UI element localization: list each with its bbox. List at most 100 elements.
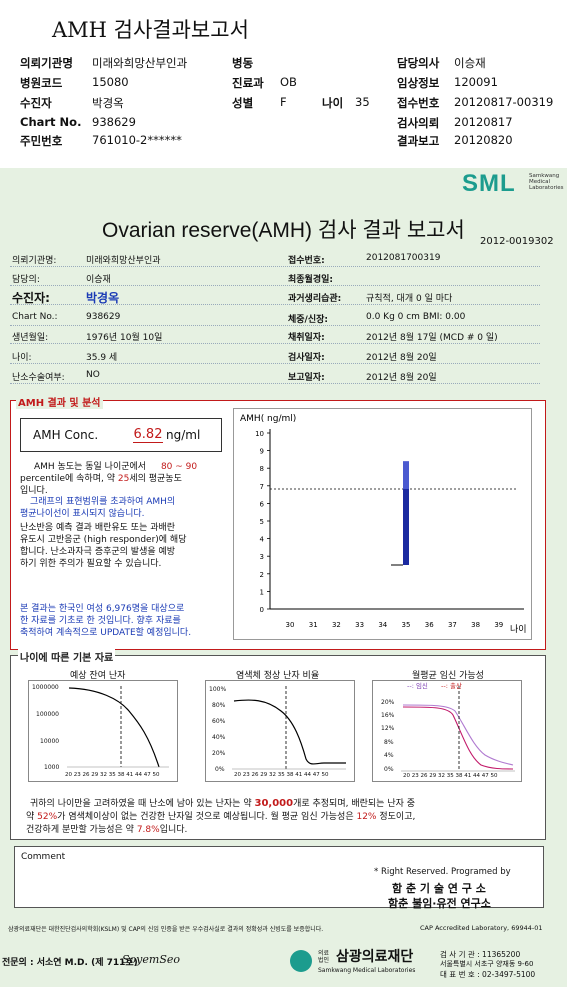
info-value: 1976년 10월 10일 (86, 333, 163, 343)
header-value: 박경옥 (92, 96, 124, 110)
info-label: 접수번호: (288, 256, 325, 266)
normal-tick: 60% (212, 718, 226, 725)
lab-code: 검 사 기 관 : 11365200 (440, 950, 521, 959)
info-label: 보고일자: (288, 373, 325, 383)
info-value: 2012081700319 (366, 253, 441, 263)
mini-title-normal: 염색체 정상 난자 비율 (236, 671, 320, 681)
amh-core-bar (403, 488, 409, 565)
x-axis-title: 나이 (510, 624, 527, 635)
header-age-label: 나이 (322, 96, 344, 110)
eggs-tick: 1000000 (32, 684, 59, 691)
mini-chart-pregnancy: --: 임신 --: 출산 20% 16% 12% 8% 4% 0% 20 23… (372, 680, 522, 782)
age-section-label: 나이에 따른 기본 자료 (18, 649, 116, 664)
birth-rate: 7.8% (136, 825, 160, 835)
header-label: 접수번호 (397, 96, 440, 110)
y-tick-label: 2 (260, 571, 264, 579)
normal-curve (233, 699, 346, 765)
header-label: 진료과 (232, 76, 264, 90)
eggs-tick: 10000 (40, 738, 60, 745)
cap-note: CAP Accredited Laboratory, 69944-01 (420, 924, 543, 932)
y-tick-label: 3 (260, 553, 264, 561)
pregnancy-tick: 12% (381, 725, 395, 732)
mini-chart-pregnancy-svg (401, 686, 515, 772)
y-tick-label: 4 (260, 536, 265, 544)
pregnancy-tick: 16% (381, 712, 395, 719)
info-value: 938629 (86, 312, 121, 322)
mini-chart-eggs-svg (67, 686, 169, 768)
programmed-by: * Right Reserved. Programed by (374, 867, 511, 877)
pregnancy-rate: 12% (356, 812, 377, 822)
mini-chart-eggs: 1000000 100000 10000 1000 20 23 26 29 32… (28, 680, 178, 782)
institute-1: 함 춘 기 술 연 구 소 (392, 882, 486, 895)
amh-conc-unit: ng/ml (166, 428, 201, 442)
normal-ratio: 52% (37, 812, 58, 822)
info-value: 2012년 8월 20일 (366, 373, 437, 383)
institute-2: 함춘 불임·유전 연구소 (388, 897, 491, 910)
amh-chart: AMH( ng/ml) 0 1 2 3 4 5 6 7 8 9 10 30 31 32 33 34 35 36 37 3… (233, 408, 532, 640)
header-value: 120091 (454, 75, 498, 89)
header-value: 미래와희망산부인과 (92, 56, 188, 70)
header-label: 결과보고 (397, 134, 440, 148)
mini-title-eggs: 예상 잔여 난자 (70, 671, 126, 681)
info-value: 박경옥 (86, 291, 120, 305)
comment-label: Comment (21, 852, 66, 862)
amh-conc-label: AMH Conc. (33, 428, 99, 442)
report-number: 2012-0019302 (480, 236, 554, 247)
normal-tick: 40% (212, 734, 226, 741)
info-label: 채취일자: (288, 333, 325, 343)
comment-box: Comment (14, 846, 544, 908)
header-label: 의뢰기관명 (20, 56, 73, 70)
y-tick-label: 6 (260, 500, 265, 508)
pregnancy-xticks: 20 23 26 29 32 35 38 41 44 47 50 (403, 773, 498, 779)
info-label: 과거생리습관: (288, 294, 342, 304)
info-label: 나이: (12, 353, 32, 363)
info-separator (10, 363, 540, 364)
info-value: 2012년 8월 20일 (366, 353, 437, 363)
y-tick-label: 7 (260, 483, 264, 491)
eggs-tick: 1000 (44, 764, 60, 771)
eggs-tick: 100000 (36, 711, 59, 718)
header-value: 20120817-00319 (454, 95, 554, 109)
lab-name: 삼광의료재단 (336, 949, 414, 965)
info-label: 난소수술여부: (12, 373, 65, 383)
y-tick-label: 8 (260, 465, 264, 473)
header-label: 주민번호 (20, 134, 63, 148)
info-value: 미래와희망산부인과 (86, 256, 161, 266)
eggs-xticks: 20 23 26 29 32 35 38 41 44 47 50 (65, 772, 160, 778)
eggs-curve (68, 687, 160, 768)
lab-address: 서울특별시 서초구 양재동 9-60 (440, 960, 534, 968)
header-value: 이승재 (454, 56, 486, 70)
y-tick-label: 5 (260, 518, 264, 526)
sml-logo: SML (462, 170, 516, 197)
header-label: 병동 (232, 56, 254, 70)
doctor-name: 전문의 : 서소연 M.D. (제 711호) (2, 958, 138, 968)
info-separator (10, 343, 540, 344)
x-tick-label: 36 (425, 621, 434, 629)
lab-name-en: Samkwang Medical Laboratories (318, 967, 416, 974)
info-label: 최종월경일: (288, 275, 333, 285)
lab-logo-icon (290, 950, 312, 972)
mini-title-pregnancy: 월평균 임신 가능성 (412, 671, 484, 681)
y-tick-label: 10 (255, 430, 264, 438)
mini-chart-normal-svg (232, 686, 346, 770)
birth-curve (402, 706, 514, 770)
pregnancy-tick: 20% (381, 699, 395, 706)
amh-conc-value: 6.82 (133, 427, 163, 443)
y-tick-label: 1 (260, 588, 264, 596)
info-value: 0.0 Kg 0 cm BMI: 0.00 (366, 312, 466, 322)
page-title: AMH 검사결과보고서 (52, 18, 249, 42)
x-tick-label: 34 (378, 621, 387, 629)
header-label: 성별 (232, 96, 254, 110)
pregnancy-legend: --: 임신 (407, 682, 428, 690)
pregnancy-tick: 0% (384, 766, 394, 773)
header-label: 검사의뢰 (397, 116, 440, 130)
header-label: Chart No. (20, 115, 82, 129)
info-label: 수진자: (12, 291, 50, 305)
header-value: 15080 (92, 75, 129, 89)
info-label: 담당의: (12, 275, 40, 285)
x-tick-label: 31 (309, 621, 318, 629)
average-age: 25 (117, 474, 130, 484)
info-separator (10, 285, 540, 286)
info-label: 생년월일: (12, 333, 49, 343)
info-label: 의뢰기관명: (12, 256, 57, 266)
